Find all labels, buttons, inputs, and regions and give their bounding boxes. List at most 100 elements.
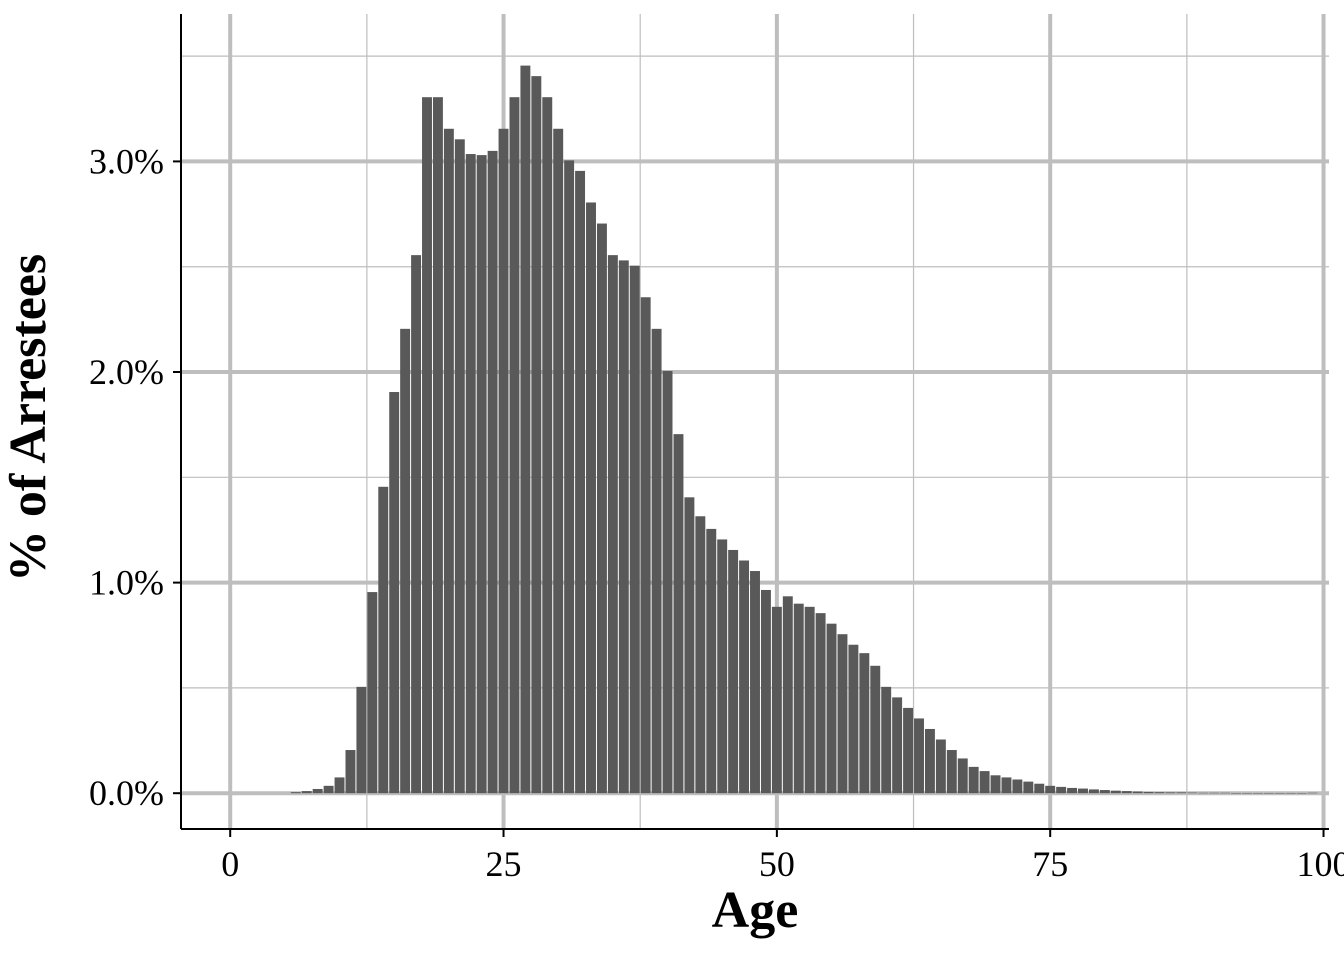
y-tick-label: 3.0% <box>89 141 164 181</box>
bar <box>760 589 771 794</box>
bar <box>400 328 411 794</box>
bar <box>782 596 793 794</box>
bar <box>290 792 301 794</box>
bar <box>1231 792 1242 794</box>
bar <box>367 592 378 794</box>
bar <box>695 516 706 794</box>
bar <box>1001 777 1012 794</box>
bar <box>443 128 454 794</box>
bar <box>892 697 903 794</box>
bar <box>1307 792 1318 794</box>
bar <box>717 539 728 794</box>
bar <box>903 707 914 794</box>
bar <box>1187 792 1198 794</box>
bar <box>1034 783 1045 794</box>
bar <box>848 644 859 794</box>
bar <box>750 571 760 794</box>
bar <box>990 775 1001 794</box>
x-axis-title: Age <box>712 882 799 939</box>
bar <box>1165 792 1176 794</box>
bar <box>476 155 487 794</box>
bar <box>618 260 629 794</box>
bar <box>881 686 892 794</box>
bar <box>564 160 575 794</box>
bar <box>815 613 826 794</box>
bar <box>1209 792 1220 794</box>
bar <box>859 653 870 794</box>
bar <box>542 97 553 794</box>
bar <box>1252 792 1263 794</box>
bar <box>1088 789 1099 794</box>
bar <box>914 718 924 794</box>
bar <box>946 750 957 794</box>
bar <box>1220 792 1231 794</box>
bar <box>487 150 498 794</box>
bar <box>1023 781 1034 794</box>
axes <box>173 14 1329 837</box>
bar <box>1154 792 1165 794</box>
bar <box>1143 791 1154 794</box>
bar <box>804 606 815 794</box>
x-tick-label: 75 <box>1032 844 1068 884</box>
bar <box>323 785 334 794</box>
bar <box>454 139 465 794</box>
x-tick-label: 25 <box>486 844 522 884</box>
bar <box>673 434 684 794</box>
bar <box>1198 792 1209 794</box>
bar <box>1067 787 1078 794</box>
bar <box>1296 792 1307 794</box>
bar <box>607 255 618 794</box>
bar <box>1110 790 1121 794</box>
bar <box>979 771 990 794</box>
bar <box>629 265 640 794</box>
bar <box>553 128 564 794</box>
bar <box>509 97 520 794</box>
bar <box>728 549 739 794</box>
bar <box>1242 792 1252 794</box>
y-tick-label: 1.0% <box>89 563 164 603</box>
bar <box>356 686 367 794</box>
bar <box>1078 788 1088 794</box>
bar <box>301 791 312 794</box>
bar <box>739 560 750 794</box>
y-tick-labels: 0.0% 1.0% 2.0% 3.0% <box>89 141 164 813</box>
bar <box>706 528 717 794</box>
bar <box>378 486 389 794</box>
bar <box>684 497 695 794</box>
bar <box>870 665 881 794</box>
bar <box>575 170 586 794</box>
bar <box>1099 790 1110 794</box>
bar <box>793 603 804 794</box>
bar <box>389 392 400 794</box>
y-tick-label: 0.0% <box>89 773 164 813</box>
bar <box>1045 785 1056 794</box>
bar <box>1056 786 1067 794</box>
bar <box>968 766 979 794</box>
bar <box>334 777 345 794</box>
bar <box>1263 792 1274 794</box>
bar <box>640 297 651 794</box>
y-tick-label: 2.0% <box>89 352 164 392</box>
bar <box>826 623 837 794</box>
bar <box>957 758 968 794</box>
bar <box>837 634 848 794</box>
bar <box>596 223 607 794</box>
bar <box>1121 791 1132 794</box>
bars <box>290 65 1318 794</box>
bar <box>345 750 356 794</box>
x-tick-labels: 0 25 50 75 100 <box>221 844 1344 884</box>
x-tick-label: 50 <box>759 844 795 884</box>
bar <box>465 154 476 794</box>
bar <box>1012 779 1023 794</box>
bar <box>1274 792 1285 794</box>
bar <box>1132 791 1143 794</box>
x-tick-label: 100 <box>1297 844 1344 884</box>
x-tick-label: 0 <box>221 844 239 884</box>
bar <box>531 76 542 794</box>
y-axis-title: % of Arrestees <box>0 254 57 582</box>
bar <box>520 65 531 794</box>
bar <box>651 328 662 794</box>
bar <box>498 128 509 794</box>
bar <box>1176 792 1187 794</box>
